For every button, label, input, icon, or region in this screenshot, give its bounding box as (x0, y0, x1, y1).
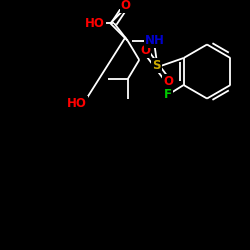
Text: HO: HO (67, 97, 87, 110)
Text: S: S (152, 59, 161, 72)
Text: O: O (163, 75, 173, 88)
Text: F: F (164, 88, 172, 101)
Text: O: O (121, 0, 131, 12)
Text: HO: HO (85, 17, 105, 30)
Text: O: O (140, 44, 150, 57)
Text: NH: NH (145, 34, 165, 47)
